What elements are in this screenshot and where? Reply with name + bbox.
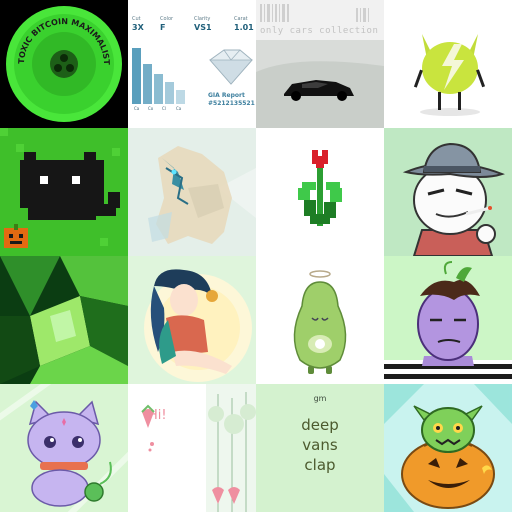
- angel-avocado-image: [256, 256, 384, 384]
- butterfly-icon: [30, 400, 38, 410]
- tile-gia-diamond-report[interactable]: Cut 3X Color F Clarity VS1 Carat 1.01 Ca Co …: [128, 0, 256, 128]
- word-deep: deep: [301, 416, 339, 434]
- tile-hi-strawberry[interactable]: Hi!: [128, 384, 256, 512]
- black-car-icon: [284, 80, 354, 101]
- grade-bar: [143, 64, 152, 104]
- crystal-wolf-image: [128, 128, 256, 256]
- tile-green-cat-character[interactable]: [384, 0, 512, 128]
- tile-crystal-wolf[interactable]: [128, 128, 256, 256]
- tile-green-abstract-glass[interactable]: [0, 256, 128, 384]
- yarn-ball-icon: [84, 482, 104, 502]
- axis-label: Co: [148, 106, 154, 111]
- stat-clarity: Clarity VS1: [194, 16, 212, 32]
- axis-label: Ca: [176, 106, 182, 111]
- tile-pixel-black-cat[interactable]: [0, 128, 128, 256]
- greeting-text: Hi!: [148, 408, 167, 423]
- gia-report-label: GIA Report #5212135521: [208, 92, 255, 107]
- word-clap: clap: [304, 456, 336, 474]
- anime-girl-image: [128, 256, 256, 384]
- halo-icon: [309, 270, 331, 278]
- tile-pumpkin-goblin[interactable]: [384, 384, 512, 512]
- tile-purple-zombie[interactable]: [384, 256, 512, 384]
- grade-bar: [154, 74, 163, 104]
- tile-gm-deep-vans-clap[interactable]: gm deep vans clap: [256, 384, 384, 512]
- word-vans: vans: [302, 436, 338, 454]
- tile-smoking-fedora-guy[interactable]: [384, 128, 512, 256]
- stat-color: Color F: [160, 16, 174, 32]
- stat-cut: Cut 3X: [132, 16, 144, 32]
- strawberry-image: [128, 384, 256, 512]
- tile-only-cars-collection[interactable]: only cars collection: [256, 0, 384, 128]
- moon-icon: [482, 465, 492, 474]
- tile-pixel-tulip[interactable]: [256, 128, 384, 256]
- strawberry-icon: [142, 409, 154, 428]
- tile-toxic-bitcoin-maximalist[interactable]: TOXIC BITCOIN MAXIMALIST: [0, 0, 128, 128]
- car-photo: [256, 0, 384, 128]
- green-abstract-image: [0, 256, 128, 384]
- pumpkin-goblin-image: [384, 384, 512, 512]
- bitcoin-coin-image: TOXIC BITCOIN MAXIMALIST: [0, 0, 128, 128]
- diamond-icon: [209, 49, 253, 85]
- axis-label: Cl: [162, 106, 166, 111]
- stat-carat: Carat 1.01: [234, 16, 254, 32]
- pumpkin-icon: [4, 224, 28, 248]
- fedora-guy-image: [384, 128, 512, 256]
- gm-background: [256, 384, 384, 512]
- purple-cat-image: [0, 384, 128, 512]
- grade-bar: [165, 82, 174, 104]
- gm-text: gm: [313, 394, 327, 403]
- tile-angel-avocado[interactable]: [256, 256, 384, 384]
- collection-title: only cars collection: [260, 26, 379, 36]
- grade-bar: [176, 90, 185, 104]
- barcode-icon: [260, 4, 369, 22]
- biohazard-icon: [54, 54, 74, 72]
- purple-zombie-image: [384, 256, 512, 384]
- pixel-tulip-image: [256, 128, 384, 256]
- tile-purple-cat[interactable]: [0, 384, 128, 512]
- green-cat-image: [384, 0, 512, 128]
- pixel-cat-image: [0, 128, 128, 256]
- axis-label: Ca: [134, 106, 140, 111]
- grade-bar: [132, 48, 141, 104]
- tile-anime-girl[interactable]: [128, 256, 256, 384]
